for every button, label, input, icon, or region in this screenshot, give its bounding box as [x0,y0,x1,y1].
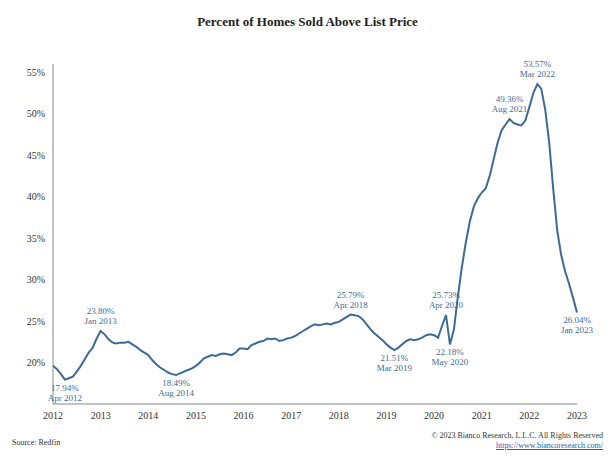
svg-text:35%: 35% [27,233,45,244]
svg-text:25.79%: 25.79% [337,290,365,300]
svg-text:Apr 2020: Apr 2020 [429,300,464,310]
svg-text:53.57%: 53.57% [523,59,551,69]
svg-text:2018: 2018 [329,410,349,421]
svg-text:Mar 2019: Mar 2019 [377,363,413,373]
svg-text:Mar 2022: Mar 2022 [520,69,555,79]
svg-text:18.49%: 18.49% [162,378,190,388]
svg-text:2019: 2019 [376,410,396,421]
svg-text:21.51%: 21.51% [381,353,409,363]
svg-text:Aug 2021: Aug 2021 [492,104,528,114]
svg-text:Apr 2018: Apr 2018 [334,300,369,310]
svg-text:2017: 2017 [281,410,301,421]
svg-text:30%: 30% [27,274,45,285]
svg-text:40%: 40% [27,191,45,202]
svg-text:50%: 50% [27,108,45,119]
svg-text:Aug 2014: Aug 2014 [158,388,194,398]
svg-text:23.80%: 23.80% [87,306,115,316]
svg-text:2016: 2016 [234,410,254,421]
svg-text:2013: 2013 [91,410,111,421]
svg-text:26.04%: 26.04% [563,315,591,325]
svg-text:25%: 25% [27,316,45,327]
svg-text:25.73%: 25.73% [432,290,460,300]
svg-text:45%: 45% [27,150,45,161]
svg-text:2021: 2021 [472,410,492,421]
html-text:https://www.biancoresearch.com: https://www.biancoresearch.com/ [496,441,603,450]
svg-text:17.94%: 17.94% [51,383,79,393]
html-text:Source: Redfin: Source: Redfin [12,438,61,447]
svg-text:2015: 2015 [186,410,206,421]
svg-text:Jan 2013: Jan 2013 [85,316,118,326]
html-text:Percent of Homes Sold Above Li: Percent of Homes Sold Above List Price [197,14,418,29]
svg-text:49.36%: 49.36% [496,94,524,104]
svg-text:May 2020: May 2020 [432,357,469,367]
html-text:© 2023 Bianco Research, L.L.C.: © 2023 Bianco Research, L.L.C. All Right… [431,431,603,440]
svg-text:2022: 2022 [519,410,539,421]
svg-text:2014: 2014 [138,410,158,421]
svg-text:2023: 2023 [567,410,587,421]
svg-text:22.18%: 22.18% [436,347,464,357]
svg-text:Jan 2023: Jan 2023 [561,325,594,335]
svg-text:2012: 2012 [43,410,63,421]
svg-text:2020: 2020 [424,410,444,421]
svg-text:20%: 20% [27,357,45,368]
svg-text:Apr 2012: Apr 2012 [48,393,82,403]
svg-text:55%: 55% [27,67,45,78]
